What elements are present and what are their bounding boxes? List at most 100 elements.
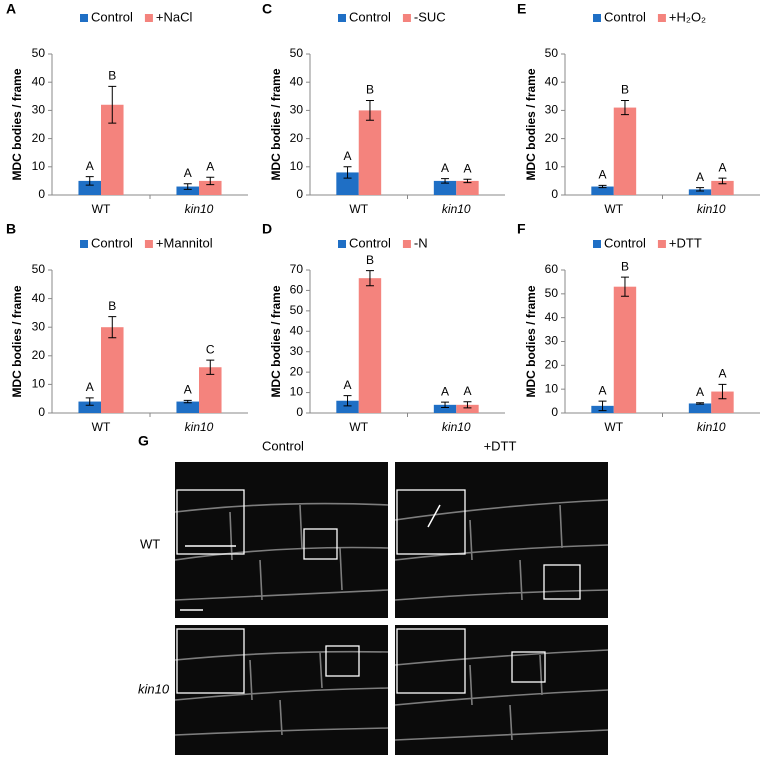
significance-letter: A xyxy=(463,384,471,398)
y-tick-label: 0 xyxy=(296,187,303,201)
x-tick-label: kin10 xyxy=(442,420,471,434)
y-tick-label: 10 xyxy=(290,159,304,173)
column-label: +DTT xyxy=(484,438,517,453)
column-label: Control xyxy=(262,438,304,453)
legend-swatch xyxy=(144,240,153,248)
error-bar xyxy=(463,178,472,184)
y-tick-label: 20 xyxy=(32,348,46,362)
bar xyxy=(176,186,199,195)
y-tick-label: 30 xyxy=(290,103,304,117)
legend-swatch xyxy=(593,14,601,22)
error-bar xyxy=(620,100,629,116)
bar xyxy=(456,180,479,195)
y-axis-label: MDC bodies / frame xyxy=(269,68,283,180)
bar xyxy=(433,180,457,195)
significance-letter: B xyxy=(366,83,374,97)
row-label: kin10 xyxy=(138,681,170,696)
y-tick-label: 20 xyxy=(545,358,559,372)
significance-letter: A xyxy=(599,168,607,182)
error-bar xyxy=(463,401,472,409)
legend-label: +DTT xyxy=(669,235,702,250)
y-tick-label: 0 xyxy=(38,187,45,201)
bar xyxy=(78,180,101,195)
significance-letter: B xyxy=(621,259,629,273)
significance-letter: A xyxy=(599,383,607,397)
y-tick-label: 20 xyxy=(290,131,304,145)
error-bar xyxy=(85,176,94,186)
x-tick-label: WT xyxy=(604,202,623,216)
y-tick-label: 60 xyxy=(545,262,559,276)
legend-swatch xyxy=(402,14,411,22)
error-bar xyxy=(365,270,374,287)
y-tick-label: 30 xyxy=(290,344,304,358)
y-tick-label: 20 xyxy=(545,131,559,145)
x-tick-label: WT xyxy=(92,420,111,434)
x-tick-label: WT xyxy=(349,420,368,434)
micrograph xyxy=(394,625,609,755)
error-bar xyxy=(206,359,215,375)
legend-label: Control xyxy=(604,235,646,250)
legend-label: Control xyxy=(91,9,133,24)
bar xyxy=(433,404,457,413)
panel-label: C xyxy=(262,1,272,17)
y-tick-label: 30 xyxy=(545,334,559,348)
y-tick-label: 50 xyxy=(32,262,46,276)
error-bar xyxy=(718,177,727,185)
legend-swatch xyxy=(657,240,666,248)
y-tick-label: 40 xyxy=(545,74,559,88)
error-bar xyxy=(206,176,215,186)
y-axis-label: MDC bodies / frame xyxy=(10,68,24,180)
y-tick-label: 40 xyxy=(32,291,46,305)
y-tick-label: 0 xyxy=(551,405,558,419)
legend-label: +Mannitol xyxy=(156,235,213,250)
significance-letter: A xyxy=(344,378,352,392)
panel-label: B xyxy=(6,221,16,237)
y-tick-label: 40 xyxy=(545,310,559,324)
error-bar xyxy=(718,383,727,400)
y-axis-label: MDC bodies / frame xyxy=(269,285,283,397)
error-bar xyxy=(696,187,705,192)
y-axis-label: MDC bodies / frame xyxy=(524,285,538,397)
x-tick-label: WT xyxy=(349,202,368,216)
legend-label: +H₂O₂ xyxy=(669,9,706,24)
micrograph xyxy=(174,462,389,618)
y-tick-label: 50 xyxy=(290,46,304,60)
bar xyxy=(101,327,124,413)
x-tick-label: WT xyxy=(604,420,623,434)
bar xyxy=(101,104,124,195)
bar xyxy=(336,400,359,413)
y-axis-label: MDC bodies / frame xyxy=(524,68,538,180)
legend-swatch xyxy=(338,240,346,248)
y-tick-label: 60 xyxy=(290,283,304,297)
significance-letter: A xyxy=(184,166,192,180)
error-bar xyxy=(696,402,705,405)
y-tick-label: 10 xyxy=(545,159,559,173)
error-bar xyxy=(108,316,117,339)
bar xyxy=(358,278,382,413)
bar xyxy=(591,186,614,195)
y-tick-label: 50 xyxy=(545,46,559,60)
x-tick-label: kin10 xyxy=(185,202,214,216)
x-tick-label: kin10 xyxy=(697,202,726,216)
legend-swatch xyxy=(338,14,346,22)
y-tick-label: 30 xyxy=(32,103,46,117)
error-bar xyxy=(183,399,192,404)
microscopy-panel: G Control +DTT WT kin10 xyxy=(138,433,609,755)
row-label: WT xyxy=(140,536,160,551)
y-tick-label: 10 xyxy=(545,381,559,395)
bar xyxy=(78,401,101,413)
x-tick-label: kin10 xyxy=(697,420,726,434)
x-tick-label: kin10 xyxy=(442,202,471,216)
significance-letter: A xyxy=(463,161,471,175)
y-tick-label: 20 xyxy=(32,131,46,145)
y-tick-label: 30 xyxy=(32,319,46,333)
error-bar xyxy=(620,276,629,297)
bar xyxy=(688,403,712,413)
bar xyxy=(358,110,382,195)
bar xyxy=(199,180,222,195)
significance-letter: B xyxy=(108,299,116,313)
significance-letter: A xyxy=(718,160,726,174)
significance-letter: A xyxy=(206,159,214,173)
